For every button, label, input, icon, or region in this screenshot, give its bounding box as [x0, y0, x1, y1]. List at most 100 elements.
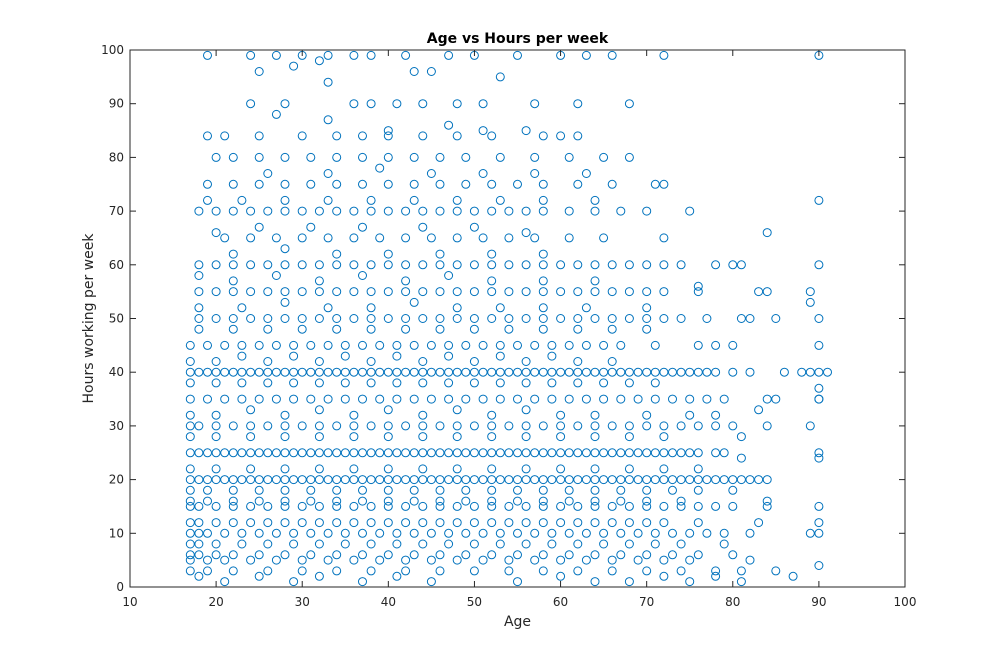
scatter-point	[314, 314, 324, 323]
scatter-point	[538, 485, 548, 495]
scatter-point	[237, 195, 247, 205]
scatter-point	[478, 448, 488, 458]
scatter-point	[418, 206, 428, 216]
scatter-point	[642, 550, 652, 560]
scatter-point	[495, 303, 505, 313]
scatter-point	[194, 518, 204, 528]
scatter-point	[495, 72, 505, 82]
scatter-point	[263, 378, 273, 388]
scatter-point	[487, 367, 497, 377]
scatter-point	[392, 367, 402, 377]
scatter-point	[280, 314, 290, 323]
scatter-point	[263, 169, 273, 178]
scatter-point	[659, 448, 669, 458]
scatter-point	[538, 179, 548, 189]
scatter-point	[297, 501, 307, 511]
scatter-point	[323, 303, 333, 313]
scatter-point	[237, 340, 247, 350]
scatter-point	[538, 566, 548, 576]
scatter-point	[401, 501, 411, 511]
scatter-point	[659, 314, 669, 323]
scatter-point	[185, 394, 195, 404]
scatter-point	[461, 152, 471, 162]
scatter-point	[685, 555, 695, 565]
scatter-point	[538, 314, 548, 323]
scatter-point	[314, 56, 324, 66]
scatter-point	[444, 271, 454, 280]
scatter-point	[538, 249, 548, 259]
x-tick-label: 100	[894, 595, 917, 609]
scatter-point	[280, 475, 290, 485]
scatter-point	[762, 421, 772, 431]
scatter-point	[332, 475, 342, 485]
y-tick-label: 30	[109, 419, 124, 433]
scatter-point	[711, 340, 721, 350]
scatter-point	[418, 539, 428, 549]
scatter-point	[624, 577, 634, 587]
scatter-point	[633, 555, 643, 565]
scatter-point	[340, 351, 350, 361]
scatter-point	[736, 314, 746, 323]
y-axis-ticks: 0 10 20 30 40 50 60 70 80 90 100	[101, 43, 905, 594]
scatter-point	[254, 394, 264, 404]
scatter-point	[271, 448, 281, 458]
scatter-point	[599, 152, 609, 162]
scatter-point	[564, 367, 574, 377]
x-tick-label: 80	[725, 595, 740, 609]
scatter-point	[297, 287, 307, 297]
scatter-point	[616, 475, 626, 485]
scatter-point	[771, 566, 781, 576]
scatter-point	[435, 501, 445, 511]
scatter-point	[358, 152, 367, 162]
scatter-point	[461, 448, 471, 458]
scatter-point	[659, 233, 669, 243]
scatter-point	[211, 314, 221, 323]
scatter-point	[194, 287, 204, 297]
scatter-point	[185, 566, 195, 576]
scatter-point	[332, 324, 342, 334]
scatter-point	[745, 528, 755, 538]
scatter-point	[573, 539, 583, 549]
scatter-point	[728, 475, 738, 485]
scatter-point	[573, 324, 583, 334]
scatter-point	[487, 432, 497, 442]
scatter-point	[719, 528, 729, 538]
scatter-point	[271, 340, 281, 350]
scatter-point	[426, 394, 436, 404]
scatter-point	[349, 475, 359, 485]
scatter-point	[513, 475, 522, 485]
scatter-point	[340, 367, 350, 377]
scatter-point	[409, 340, 419, 350]
scatter-point	[435, 550, 445, 560]
scatter-point	[314, 464, 324, 474]
scatter-point	[452, 206, 462, 216]
scatter-point	[452, 432, 462, 442]
scatter-point	[668, 485, 677, 495]
scatter-point	[366, 99, 376, 109]
scatter-point	[194, 314, 204, 323]
scatter-point	[711, 421, 721, 431]
scatter-point	[616, 206, 626, 216]
scatter-point	[366, 357, 376, 366]
scatter-point	[469, 222, 479, 232]
scatter-point	[254, 485, 264, 495]
scatter-point	[521, 405, 531, 415]
scatter-point	[332, 249, 342, 259]
scatter-point	[452, 421, 462, 431]
scatter-point	[409, 297, 419, 307]
scatter-point	[788, 571, 798, 581]
scatter-point	[314, 405, 324, 415]
scatter-point	[444, 351, 454, 361]
scatter-point	[280, 99, 290, 109]
scatter-point	[478, 555, 488, 565]
scatter-point	[375, 394, 385, 404]
scatter-point	[358, 222, 367, 232]
scatter-point	[469, 314, 479, 323]
scatter-point	[254, 179, 264, 189]
scatter-point	[513, 577, 522, 587]
scatter-point	[685, 206, 695, 216]
scatter-point	[263, 539, 273, 549]
scatter-point	[728, 260, 738, 270]
scatter-point	[624, 152, 634, 162]
scatter-point	[409, 394, 419, 404]
